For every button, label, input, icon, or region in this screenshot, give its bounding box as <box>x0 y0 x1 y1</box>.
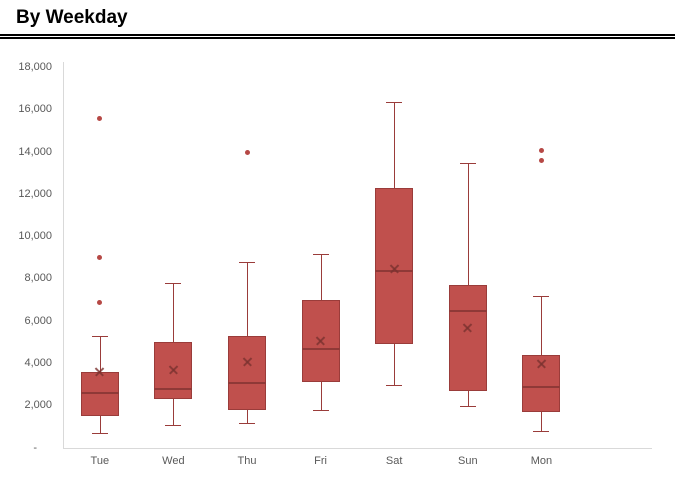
y-axis-tick-label: - <box>33 441 37 454</box>
y-axis-line <box>63 62 64 449</box>
outlier-point[interactable] <box>538 158 544 164</box>
whisker-line <box>467 162 469 406</box>
outlier-point[interactable] <box>97 299 103 305</box>
median-line <box>80 392 119 395</box>
y-axis-tick-label: 8,000 <box>24 272 52 285</box>
whisker-cap-top <box>91 336 108 338</box>
x-axis-label: Mon <box>530 455 553 467</box>
y-axis-tick-label: 16,000 <box>18 103 52 116</box>
mean-marker-icon <box>94 366 105 377</box>
y-axis-tick-label: 6,000 <box>24 314 52 327</box>
whisker-cap-bottom <box>312 409 329 411</box>
median-line <box>448 309 487 312</box>
whisker-cap-top <box>459 162 476 164</box>
y-axis-tick-label: 2,000 <box>24 399 52 412</box>
median-line <box>154 387 193 390</box>
whisker-cap-top <box>239 262 255 264</box>
page-title: By Weekday <box>16 7 128 28</box>
y-axis-tick-label: 14,000 <box>18 145 52 158</box>
y-axis-tick-label: 4,000 <box>24 356 52 369</box>
whisker-cap-top <box>165 283 182 285</box>
median-line <box>375 269 414 272</box>
y-axis-tick-label: 12,000 <box>18 187 52 200</box>
outlier-point[interactable] <box>97 255 103 261</box>
x-axis-label: Wed <box>162 455 185 467</box>
box-iqr[interactable] <box>228 336 266 410</box>
mean-marker-icon <box>462 322 473 333</box>
outlier-point[interactable] <box>97 115 103 121</box>
y-axis-tick-label: 18,000 <box>18 61 52 74</box>
whisker-cap-bottom <box>239 422 255 424</box>
box-iqr[interactable] <box>448 285 487 391</box>
whisker-cap-top <box>312 253 329 255</box>
x-axis-label: Tue <box>90 455 110 467</box>
whisker-cap-top <box>533 295 550 297</box>
whisker-cap-bottom <box>459 405 476 407</box>
whisker-cap-bottom <box>386 384 403 386</box>
mean-marker-icon <box>242 356 253 367</box>
x-axis-line <box>63 448 652 449</box>
median-line <box>228 381 266 384</box>
x-axis-label: Fri <box>314 455 327 467</box>
y-axis-tick-label: 10,000 <box>18 230 52 243</box>
median-line <box>301 347 340 350</box>
mean-marker-icon <box>315 335 326 346</box>
outlier-point[interactable] <box>538 147 544 153</box>
sheet-header: By Weekday <box>0 0 675 39</box>
outlier-point[interactable] <box>244 149 250 155</box>
whisker-cap-top <box>386 101 403 103</box>
median-line <box>522 385 561 388</box>
whisker-cap-bottom <box>165 424 182 426</box>
x-axis-label: Thu <box>237 455 257 467</box>
mean-marker-icon <box>536 358 547 369</box>
whisker-cap-bottom <box>91 433 108 435</box>
box-iqr[interactable] <box>80 371 119 417</box>
x-axis-label: Sat <box>385 455 403 467</box>
mean-marker-icon <box>168 364 179 375</box>
x-axis-label: Sun <box>458 455 478 467</box>
whisker-cap-bottom <box>533 431 550 433</box>
mean-marker-icon <box>389 263 400 274</box>
